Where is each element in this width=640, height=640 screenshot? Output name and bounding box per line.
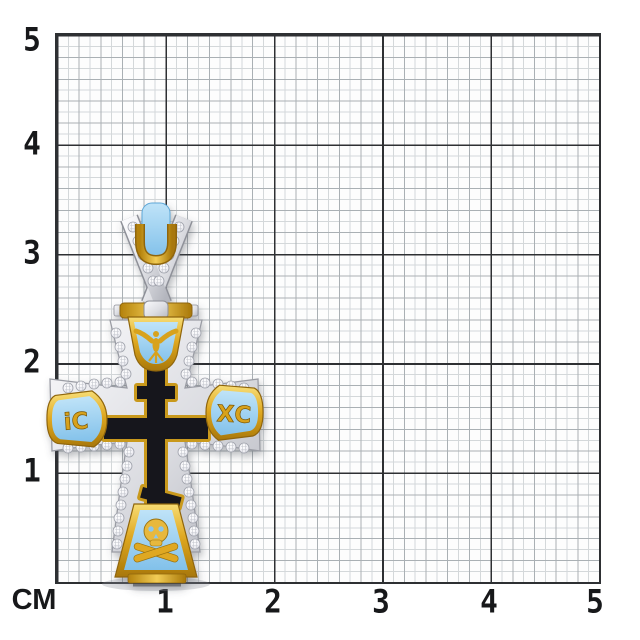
axis-label: 2 (23, 342, 41, 381)
axis-label: 5 (586, 582, 604, 621)
axis-label: 1 (156, 582, 174, 621)
xc-inscription: ХС (216, 401, 252, 429)
axis-label: 1 (23, 451, 41, 490)
axis-label: 2 (264, 582, 282, 621)
ic-inscription: iC (63, 408, 90, 436)
xc-plaque: ХС (205, 384, 264, 441)
axis-label: 4 (23, 124, 41, 163)
skull-crossbones-icon (133, 518, 179, 563)
axis-label: 3 (372, 582, 390, 621)
ic-plaque: iC (46, 390, 108, 448)
bail (120, 202, 193, 308)
axis-label: 3 (23, 233, 41, 272)
hinge (113, 300, 199, 320)
bail-tab (135, 202, 177, 266)
pendant-body: iC ХС (46, 202, 264, 587)
axis-label: 5 (23, 20, 41, 59)
dove-plaque (127, 316, 185, 372)
unit-label: СМ (11, 584, 57, 617)
pedestal (127, 573, 187, 587)
axis-label: 4 (480, 582, 498, 621)
dove-icon (133, 328, 179, 363)
skull-plaque (114, 503, 198, 578)
